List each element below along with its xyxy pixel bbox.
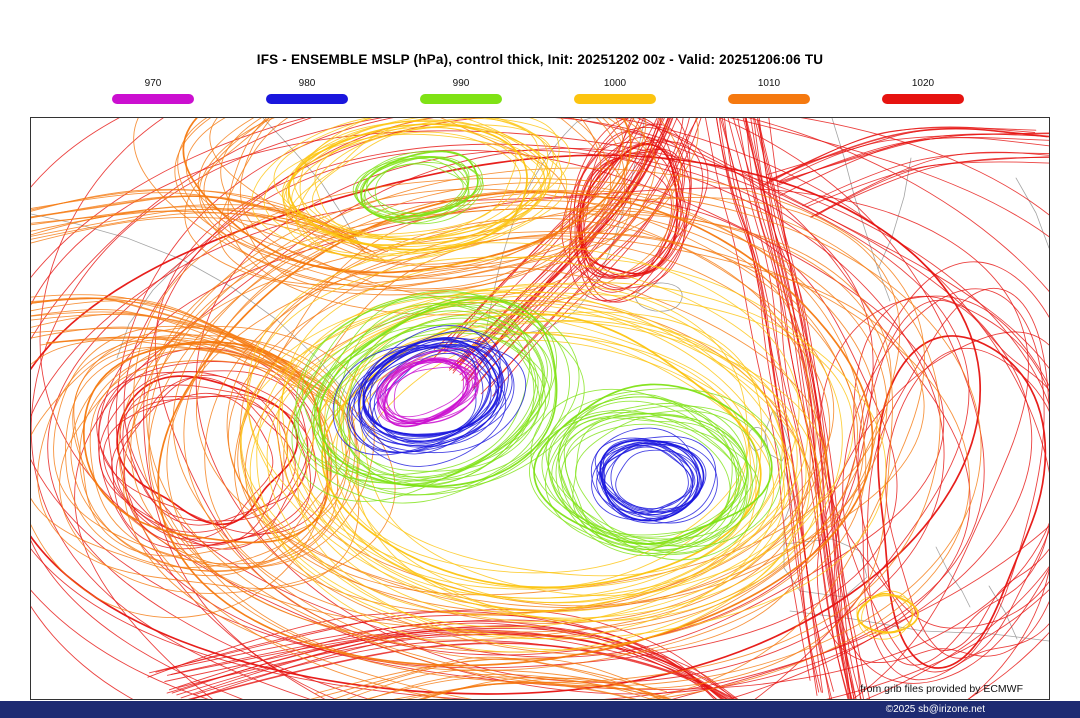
- legend-item-970: 970: [112, 78, 194, 104]
- weather-map: from grib files provided by ECMWF: [30, 117, 1050, 700]
- legend-swatch: [420, 94, 502, 104]
- legend-label: 980: [298, 78, 316, 89]
- chart-title: IFS - ENSEMBLE MSLP (hPa), control thick…: [256, 52, 824, 67]
- legend-swatch: [728, 94, 810, 104]
- legend-item-980: 980: [266, 78, 348, 104]
- legend-swatch: [266, 94, 348, 104]
- legend-label: 1000: [603, 78, 627, 89]
- credit-text: from grib files provided by ECMWF: [860, 683, 1023, 695]
- legend-item-990: 990: [420, 78, 502, 104]
- legend-item-1020: 1020: [882, 78, 964, 104]
- legend-swatch: [112, 94, 194, 104]
- copyright-bar: ©2025 sb@irizone.net: [0, 701, 1080, 718]
- copyright-text: ©2025 sb@irizone.net: [885, 704, 985, 715]
- legend-label: 1020: [911, 78, 935, 89]
- legend-label: 1010: [757, 78, 781, 89]
- legend-item-1000: 1000: [574, 78, 656, 104]
- legend-label: 990: [452, 78, 470, 89]
- legend-swatch: [574, 94, 656, 104]
- legend-swatch: [882, 94, 964, 104]
- legend-label: 970: [144, 78, 162, 89]
- legend: 970 980 990 1000 1010 1020: [112, 78, 964, 104]
- legend-item-1010: 1010: [728, 78, 810, 104]
- map-canvas: [31, 118, 1049, 699]
